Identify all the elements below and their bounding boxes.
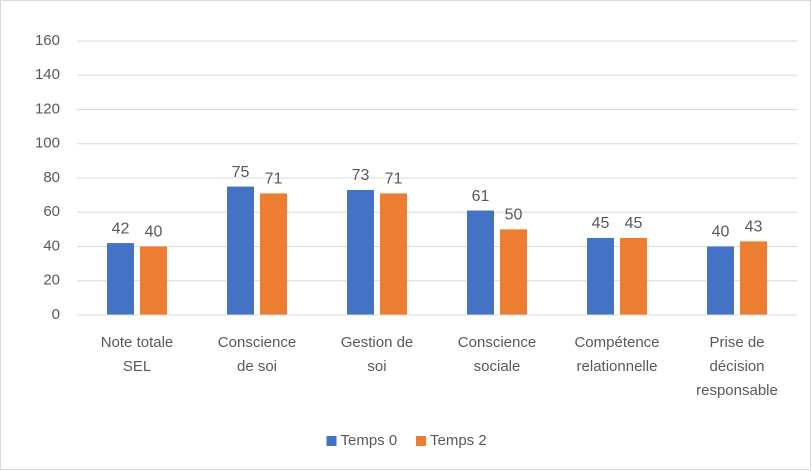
bar — [347, 189, 374, 315]
x-tick-label: Compétence — [574, 334, 659, 351]
x-tick-label: relationnelle — [577, 358, 658, 375]
bar — [500, 229, 527, 315]
legend-swatch — [326, 436, 337, 446]
data-label: 71 — [385, 171, 403, 188]
x-tick-label: sociale — [474, 358, 521, 375]
data-label: 50 — [505, 207, 523, 224]
y-tick-label: 120 — [35, 100, 60, 117]
x-tick-label: Conscience — [458, 334, 536, 351]
x-tick-label: décision — [709, 358, 764, 375]
bar — [587, 237, 614, 315]
data-label: 75 — [232, 164, 250, 181]
bar — [107, 243, 134, 315]
bar — [260, 193, 287, 315]
legend-label: Temps 0 — [341, 432, 398, 449]
data-label: 45 — [625, 215, 643, 232]
bar — [620, 237, 647, 315]
y-tick-label: 40 — [43, 237, 60, 254]
data-label: 71 — [265, 171, 283, 188]
data-label: 43 — [745, 219, 763, 236]
x-tick-label: Prise de — [709, 334, 764, 351]
y-tick-label: 60 — [43, 203, 60, 220]
legend-label: Temps 2 — [430, 432, 487, 449]
data-label: 45 — [592, 215, 610, 232]
x-tick-label: Conscience — [218, 334, 296, 351]
bar — [467, 210, 494, 315]
y-tick-label: 20 — [43, 272, 60, 289]
x-tick-label: Gestion de — [341, 334, 414, 351]
data-label: 61 — [472, 188, 490, 205]
x-tick-label: SEL — [123, 358, 151, 375]
y-tick-label: 0 — [52, 306, 60, 323]
x-tick-label: de soi — [237, 358, 277, 375]
bar — [707, 246, 734, 315]
y-tick-label: 100 — [35, 135, 60, 152]
x-tick-label: Note totale — [101, 334, 174, 351]
data-label: 73 — [352, 167, 370, 184]
data-label: 40 — [145, 224, 163, 241]
bar — [740, 241, 767, 315]
x-tick-label: responsable — [696, 382, 778, 399]
data-label: 42 — [112, 220, 130, 237]
y-tick-label: 140 — [35, 66, 60, 83]
data-label: 40 — [712, 224, 730, 241]
y-tick-label: 80 — [43, 169, 60, 186]
bar — [140, 246, 167, 315]
bar — [380, 193, 407, 315]
x-tick-label: soi — [367, 358, 386, 375]
legend-swatch — [416, 436, 426, 446]
y-tick-label: 160 — [35, 32, 60, 49]
bar — [227, 186, 254, 315]
